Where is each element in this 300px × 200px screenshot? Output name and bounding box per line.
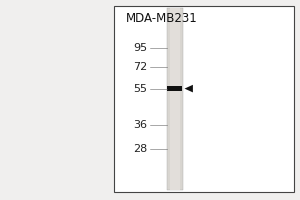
- Bar: [170, 8, 180, 190]
- Text: 55: 55: [133, 84, 147, 94]
- Text: 36: 36: [133, 120, 147, 130]
- Bar: [114, 6, 294, 192]
- Text: MDA-MB231: MDA-MB231: [126, 12, 198, 25]
- Text: 28: 28: [133, 144, 147, 154]
- Text: 72: 72: [133, 62, 147, 72]
- Bar: [167, 8, 183, 190]
- Bar: [167, 86, 182, 91]
- Text: 95: 95: [133, 43, 147, 53]
- Polygon shape: [184, 85, 193, 92]
